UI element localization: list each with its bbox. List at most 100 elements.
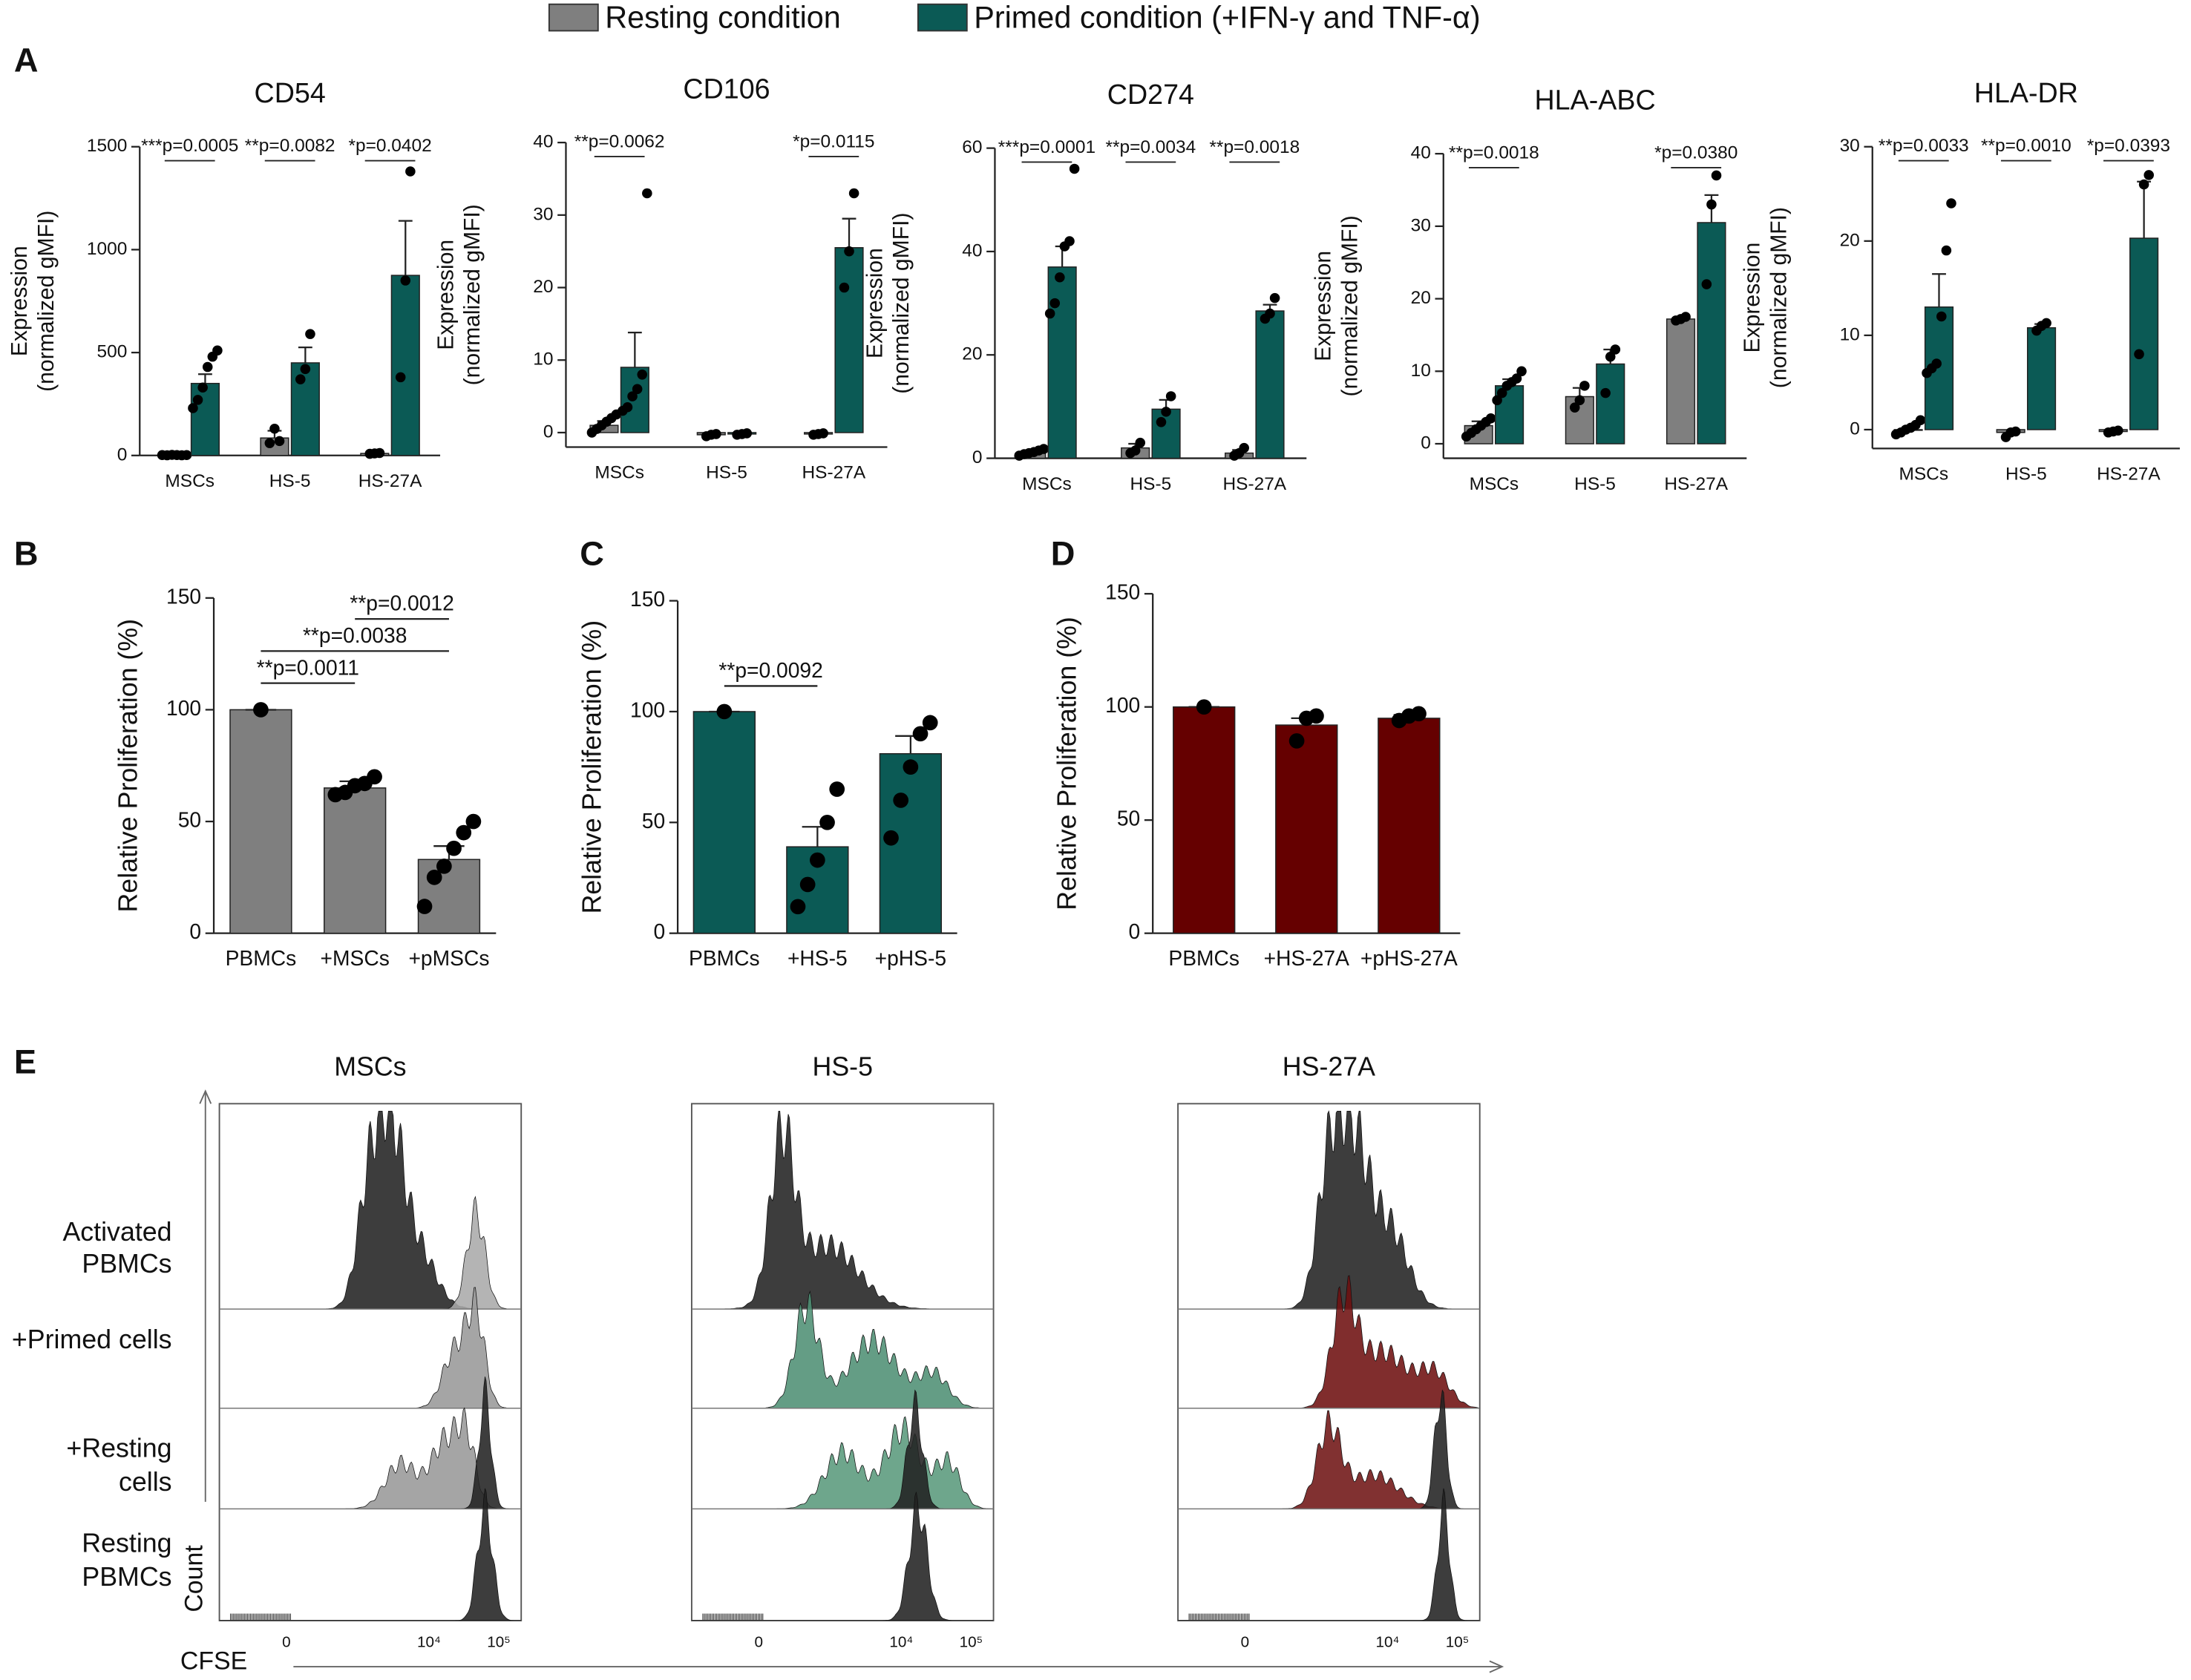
p-value: ***p=0.0005 — [141, 136, 238, 156]
y-axis-label: (normalized gMFI) — [889, 212, 914, 393]
x-tick-label: HS-27A — [1222, 474, 1286, 494]
data-point — [1156, 417, 1167, 427]
data-point — [1161, 407, 1171, 417]
data-point — [446, 840, 462, 856]
data-point — [264, 438, 275, 448]
flow-y-label: Count — [180, 1545, 209, 1612]
data-point — [839, 282, 850, 293]
x-tick-label: HS-27A — [2097, 465, 2161, 485]
data-point — [1411, 706, 1427, 722]
data-point — [711, 429, 721, 439]
data-point — [181, 450, 192, 461]
x-tick-label: HS-5 — [269, 471, 311, 491]
data-point — [1511, 373, 1522, 384]
data-point — [1044, 308, 1055, 319]
data-point — [1130, 445, 1141, 456]
data-point — [295, 374, 306, 384]
y-tick-label: 1500 — [87, 136, 127, 156]
data-point — [197, 382, 208, 393]
x-tick-label: 10⁵ — [960, 1634, 983, 1651]
y-tick-label: 40 — [962, 240, 982, 260]
flow-row-label: +Primed cells — [12, 1325, 172, 1354]
p-value: **p=0.0062 — [574, 132, 665, 152]
histogram — [219, 1488, 522, 1621]
y-tick-label: 10 — [533, 350, 553, 370]
data-point — [1579, 381, 1590, 391]
bar — [1047, 266, 1077, 459]
data-point — [2113, 425, 2123, 436]
flow-row-label: Resting — [82, 1529, 171, 1558]
p-value: **p=0.0092 — [718, 658, 822, 682]
data-point — [1265, 308, 1275, 319]
y-tick-label: 30 — [1411, 215, 1431, 235]
p-value: **p=0.0082 — [245, 136, 335, 156]
y-axis-label: (normalized gMFI) — [34, 211, 59, 392]
y-arrow-head — [199, 1089, 212, 1104]
bar — [1378, 718, 1441, 934]
x-tick-label: HS-5 — [1130, 474, 1171, 494]
data-point — [416, 899, 433, 914]
panel-letter: E — [14, 1043, 36, 1081]
y-axis-label: Expression — [7, 246, 32, 356]
chart-title: HLA-DR — [1974, 77, 2078, 108]
flow-column-title: HS-27A — [1283, 1052, 1375, 1082]
data-point — [1936, 311, 1947, 322]
p-value: *p=0.0115 — [793, 132, 874, 152]
histogram — [691, 1110, 994, 1310]
flow-row-label: Activated — [62, 1217, 171, 1247]
y-axis-label: (normalized gMFI) — [1766, 207, 1791, 388]
panel-letter: C — [580, 534, 604, 572]
chart-title: CD106 — [683, 73, 770, 104]
data-point — [1069, 163, 1080, 174]
x-tick-label: HS-27A — [1664, 474, 1728, 494]
data-point — [1605, 351, 1616, 362]
bar — [1173, 706, 1236, 934]
bar — [1275, 724, 1338, 934]
p-value: ***p=0.0001 — [998, 137, 1096, 157]
x-arrow-head — [1489, 1660, 1504, 1673]
data-point — [405, 166, 416, 177]
data-point — [1496, 387, 1507, 398]
data-point — [848, 188, 859, 199]
legend-swatch — [917, 3, 968, 32]
y-tick-label: 100 — [630, 698, 665, 721]
y-tick-label: 20 — [533, 277, 553, 297]
x-tick-label: +pMSCs — [408, 946, 489, 970]
data-point — [1239, 442, 1249, 453]
x-tick-label: HS-5 — [1574, 474, 1616, 494]
data-point — [844, 246, 854, 257]
p-value: **p=0.0012 — [350, 591, 453, 615]
histogram — [691, 1492, 994, 1621]
x-tick-label: +MSCs — [321, 946, 390, 970]
data-point — [305, 329, 315, 339]
data-point — [1711, 170, 1722, 181]
p-value: *p=0.0380 — [1654, 143, 1738, 163]
histogram — [1178, 1488, 1480, 1621]
y-tick-label: 60 — [962, 137, 982, 157]
data-point — [2138, 179, 2149, 190]
data-point — [829, 781, 845, 797]
x-tick-label: 10⁴ — [1376, 1634, 1400, 1651]
data-point — [2134, 349, 2144, 360]
data-point — [1135, 437, 1146, 448]
bar — [190, 382, 220, 456]
x-tick-label: PBMCs — [226, 946, 297, 970]
data-point — [1915, 415, 1926, 426]
data-point — [818, 428, 828, 439]
data-point — [374, 447, 385, 459]
y-tick-label: 50 — [178, 808, 201, 832]
chart-title: HLA-ABC — [1534, 84, 1655, 115]
x-tick-label: 10⁵ — [487, 1634, 511, 1651]
y-tick-label: 0 — [1129, 919, 1141, 943]
x-tick-label: MSCs — [1022, 474, 1072, 494]
x-tick-label: MSCs — [1899, 465, 1948, 485]
data-point — [642, 188, 652, 199]
y-axis-label: Relative Proliferation (%) — [1052, 617, 1082, 910]
data-point — [1706, 199, 1717, 210]
data-point — [1680, 312, 1691, 322]
data-point — [1569, 402, 1580, 413]
data-point — [2143, 170, 2154, 180]
data-point — [903, 759, 919, 775]
